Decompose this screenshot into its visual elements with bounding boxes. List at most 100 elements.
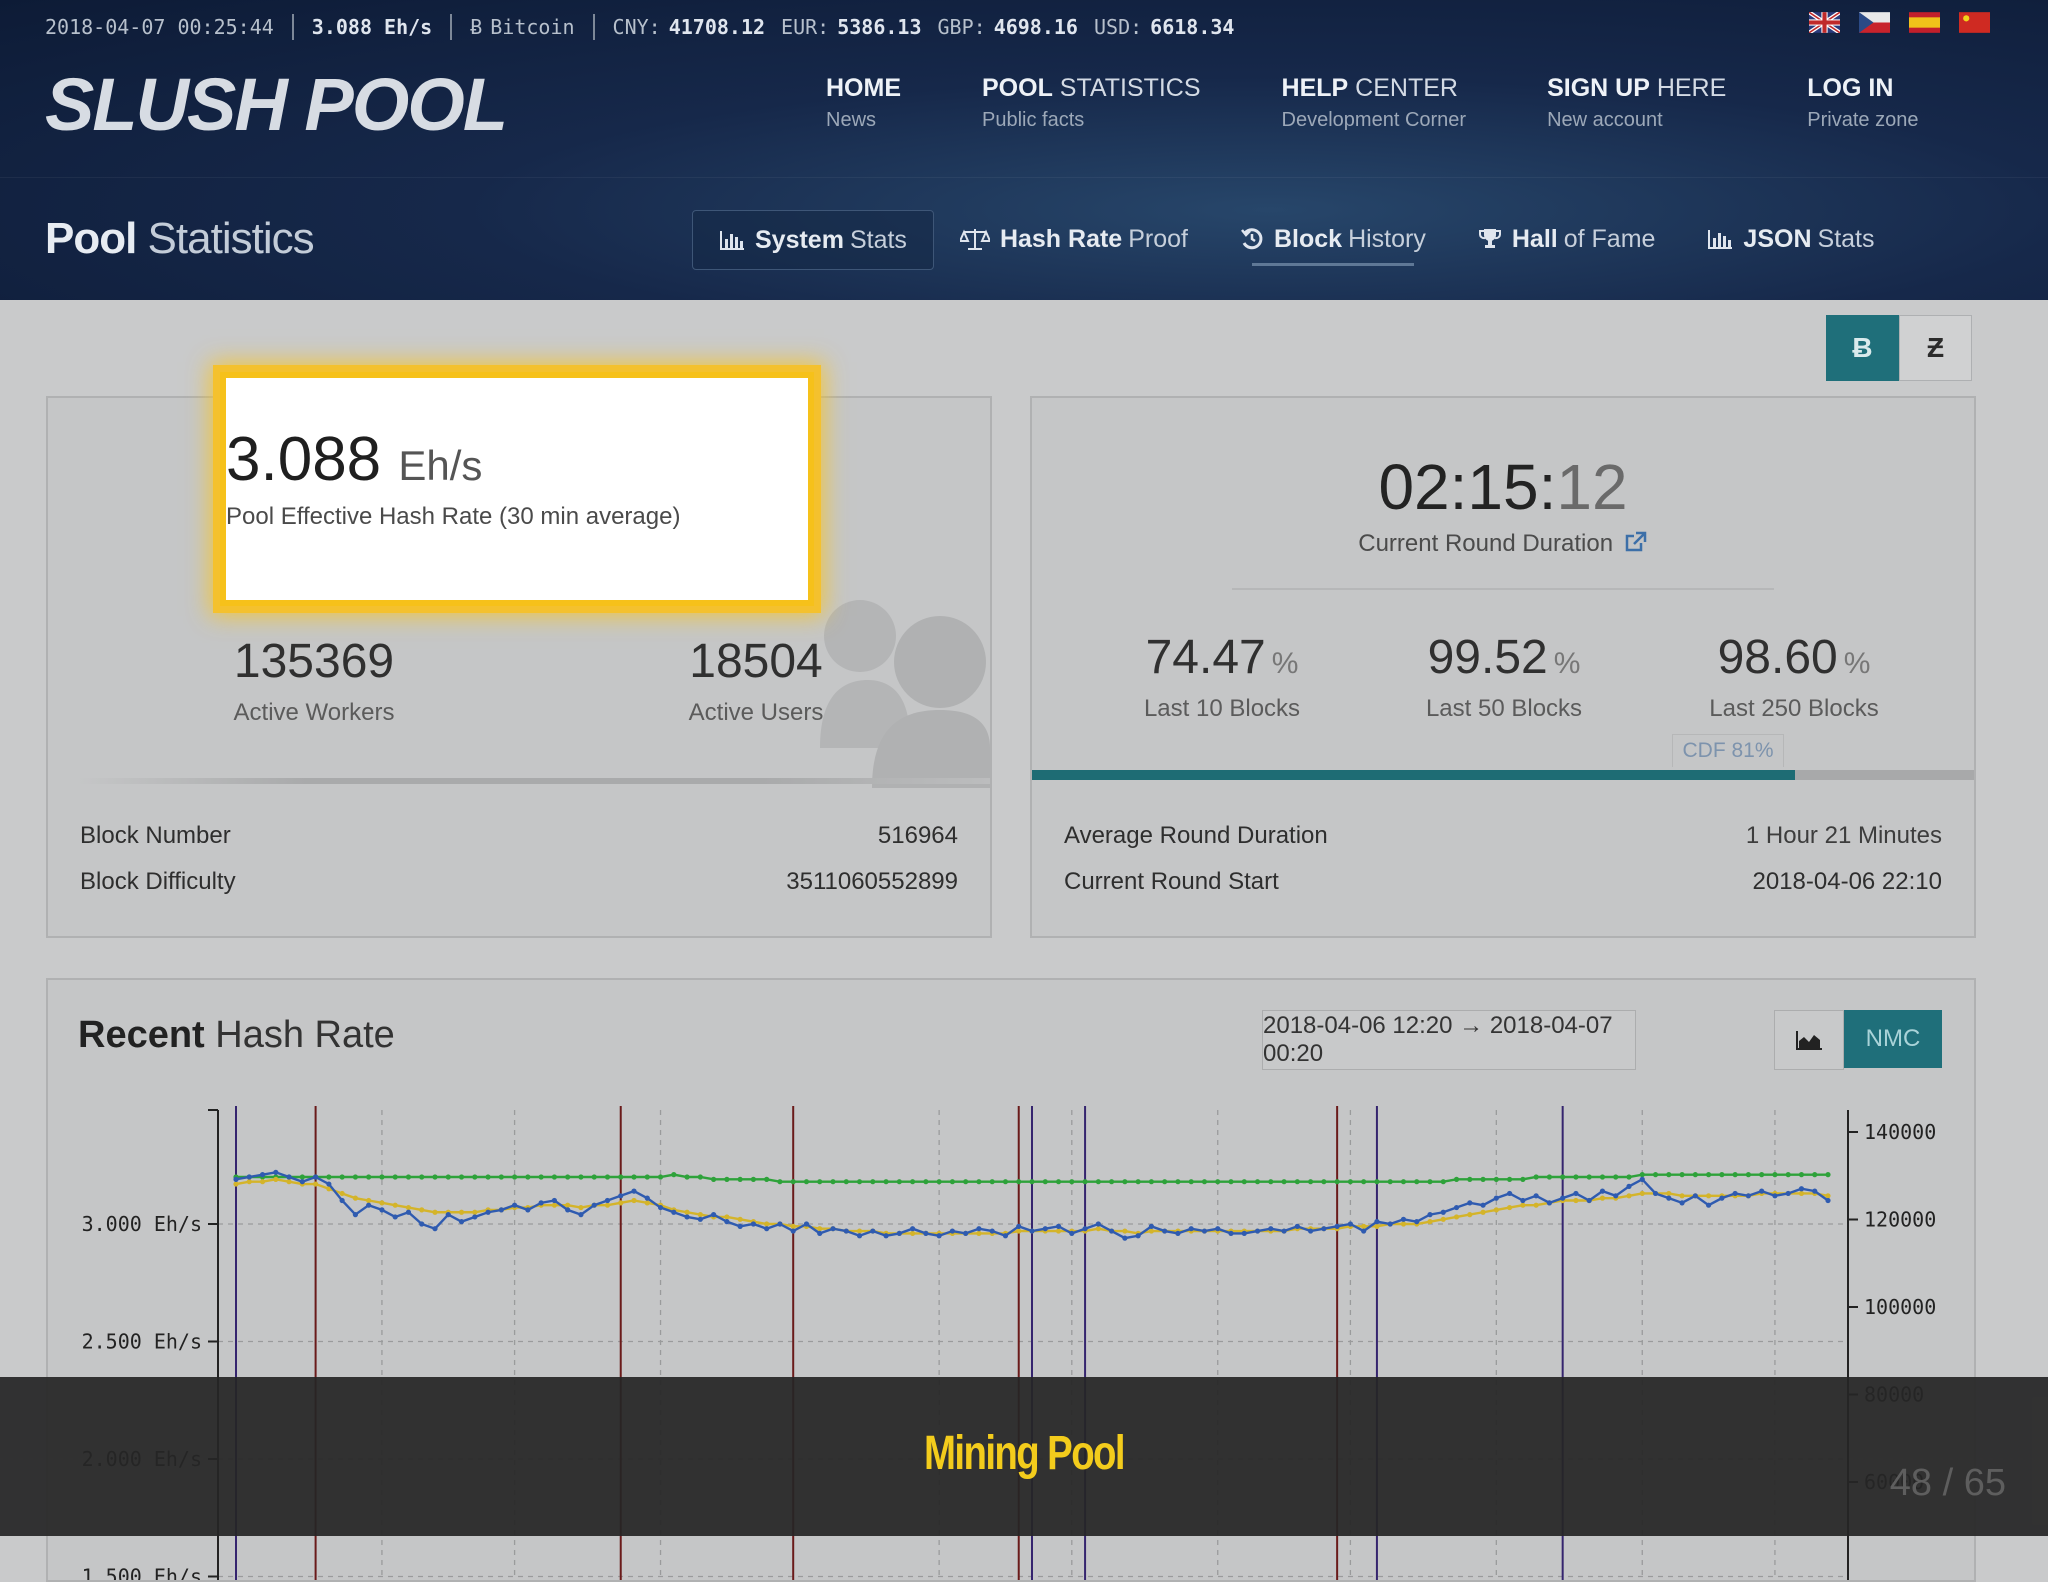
ticker-coin: Bitcoin xyxy=(490,15,575,39)
hashrate-data-point xyxy=(1520,1197,1526,1204)
hashrate-data-point xyxy=(963,1179,969,1185)
tab-json-stats[interactable]: JSON Stats xyxy=(1681,210,1900,268)
page-title: Pool Statistics xyxy=(45,214,315,264)
hashrate-data-point xyxy=(591,1174,597,1180)
hashrate-data-point xyxy=(1016,1179,1022,1185)
hashrate-data-point xyxy=(1228,1230,1234,1236)
hashrate-data-point xyxy=(1652,1190,1659,1197)
luck-50-value: 99.52 xyxy=(1427,631,1548,684)
nav-item-help-center[interactable]: HELP CENTER Development Corner xyxy=(1282,74,1467,132)
hashrate-data-point xyxy=(817,1179,823,1185)
hashrate-data-point xyxy=(1798,1190,1805,1197)
trophy-icon xyxy=(1478,229,1501,248)
hashrate-data-point xyxy=(856,1233,863,1239)
ticker-separator xyxy=(450,14,453,40)
round-start-row: Current Round Start 2018-04-06 22:10 xyxy=(1064,868,1942,896)
hashrate-data-point xyxy=(1427,1212,1433,1218)
zcash-toggle-button[interactable]: Ƶ xyxy=(1899,315,1972,381)
slushpool-logo[interactable]: SLUSH POOL xyxy=(45,63,508,146)
luck-10-unit: % xyxy=(1271,647,1299,680)
language-switcher xyxy=(1809,12,1990,33)
hashrate-data-point xyxy=(1520,1202,1526,1208)
tab-system-stats[interactable]: System Stats xyxy=(692,210,934,270)
hashrate-data-point xyxy=(803,1221,810,1227)
tab-system-rest: Stats xyxy=(849,225,907,254)
block-difficulty-value: 3511060552899 xyxy=(786,868,958,895)
hashrate-data-point xyxy=(777,1179,783,1185)
hashrate-data-point xyxy=(657,1204,664,1211)
hashrate-data-point xyxy=(538,1174,544,1180)
hashrate-data-point xyxy=(1639,1190,1645,1197)
area-chart-button[interactable] xyxy=(1774,1010,1844,1070)
hashrate-data-point xyxy=(711,1212,717,1218)
hashrate-data-point xyxy=(883,1179,889,1185)
nav-item-pool-statistics[interactable]: POOL STATISTICS Public facts xyxy=(982,74,1201,132)
hashrate-data-point xyxy=(1241,1179,1247,1185)
hashrate-data-point xyxy=(458,1209,465,1215)
tab-hall-of-fame[interactable]: Hall of Fame xyxy=(1452,210,1682,268)
avg-round-duration-label: Average Round Duration xyxy=(1064,822,1328,849)
hashrate-data-point xyxy=(870,1179,876,1185)
hashrate-data-point xyxy=(1798,1186,1805,1192)
hashrate-data-point xyxy=(565,1207,571,1213)
hashrate-data-point xyxy=(644,1174,650,1180)
hashrate-data-point xyxy=(843,1228,849,1234)
hashrate-data-point xyxy=(1666,1195,1672,1201)
hashrate-data-point xyxy=(1586,1197,1592,1204)
nmc-toggle-button[interactable]: NMC xyxy=(1844,1010,1942,1068)
hashrate-data-point xyxy=(1533,1202,1539,1208)
tab-hashrate-rest: Proof xyxy=(1128,224,1188,253)
round-start-label: Current Round Start xyxy=(1064,868,1279,895)
hashrate-data-point xyxy=(259,1172,266,1178)
hashrate-data-point xyxy=(910,1226,916,1232)
hashrate-data-point xyxy=(326,1174,332,1180)
tab-hash-rate-proof[interactable]: Hash Rate Proof xyxy=(934,210,1214,268)
spain-flag-icon[interactable] xyxy=(1909,12,1940,33)
hashrate-data-point xyxy=(1109,1228,1115,1234)
hashrate-data-point xyxy=(313,1174,319,1180)
uk-flag-icon[interactable] xyxy=(1809,12,1840,33)
hashrate-data-point xyxy=(1626,1174,1632,1180)
nav-item-sign-up[interactable]: SIGN UP HERE New account xyxy=(1547,74,1726,132)
hashrate-data-point xyxy=(498,1207,504,1213)
china-flag-icon[interactable] xyxy=(1959,12,1990,33)
hashrate-data-point xyxy=(1268,1179,1274,1185)
hashrate-data-point xyxy=(1586,1174,1592,1180)
hashrate-data-point xyxy=(1201,1228,1208,1234)
hashrate-data-point xyxy=(525,1174,531,1180)
hashrate-data-point xyxy=(1785,1172,1791,1178)
hashrate-data-point xyxy=(578,1212,584,1218)
hashrate-data-point xyxy=(1055,1228,1062,1234)
hashrate-data-point xyxy=(233,1181,239,1187)
nav-item-home[interactable]: HOME News xyxy=(826,74,901,132)
round-duration-label-row: Current Round Duration xyxy=(1032,530,1974,558)
active-workers-label: Active Workers xyxy=(233,699,395,726)
hashrate-data-point xyxy=(684,1174,690,1180)
hashrate-data-point xyxy=(299,1179,305,1185)
bitcoin-toggle-button[interactable]: Ƀ xyxy=(1826,315,1899,381)
czech-flag-icon[interactable] xyxy=(1859,12,1890,33)
hashrate-data-point xyxy=(1361,1228,1367,1234)
block-number-value: 516964 xyxy=(877,822,958,849)
hashrate-data-point xyxy=(671,1209,677,1215)
hashrate-data-point xyxy=(989,1179,995,1185)
hashrate-data-point xyxy=(923,1179,929,1185)
hashrate-data-point xyxy=(1599,1188,1606,1194)
hashrate-data-point xyxy=(1148,1228,1154,1234)
bar-chart-icon xyxy=(1708,230,1733,249)
hashrate-data-point xyxy=(830,1179,836,1185)
luck-250-value: 98.60 xyxy=(1717,631,1838,684)
nav-home-subtitle: News xyxy=(826,109,877,131)
tab-block-history[interactable]: Block History xyxy=(1214,210,1452,268)
hashrate-data-point xyxy=(989,1228,995,1234)
hashrate-data-point xyxy=(976,1179,982,1185)
date-range-picker[interactable]: 2018-04-06 12:20 → 2018-04-07 00:20 xyxy=(1262,1010,1636,1070)
hashrate-data-point xyxy=(830,1226,836,1232)
current-round-duration: 02:15:12 xyxy=(1032,450,1974,524)
nav-item-log-in[interactable]: LOG IN Private zone xyxy=(1807,74,1918,132)
hashrate-data-point xyxy=(1719,1172,1725,1178)
hashrate-data-point xyxy=(1042,1179,1048,1185)
hashrate-data-point xyxy=(618,1193,624,1199)
external-link-icon[interactable] xyxy=(1624,531,1648,553)
pool-stats-panel: 3.088 Eh/s Pool Effective Hash Rate (30 … xyxy=(46,378,992,938)
